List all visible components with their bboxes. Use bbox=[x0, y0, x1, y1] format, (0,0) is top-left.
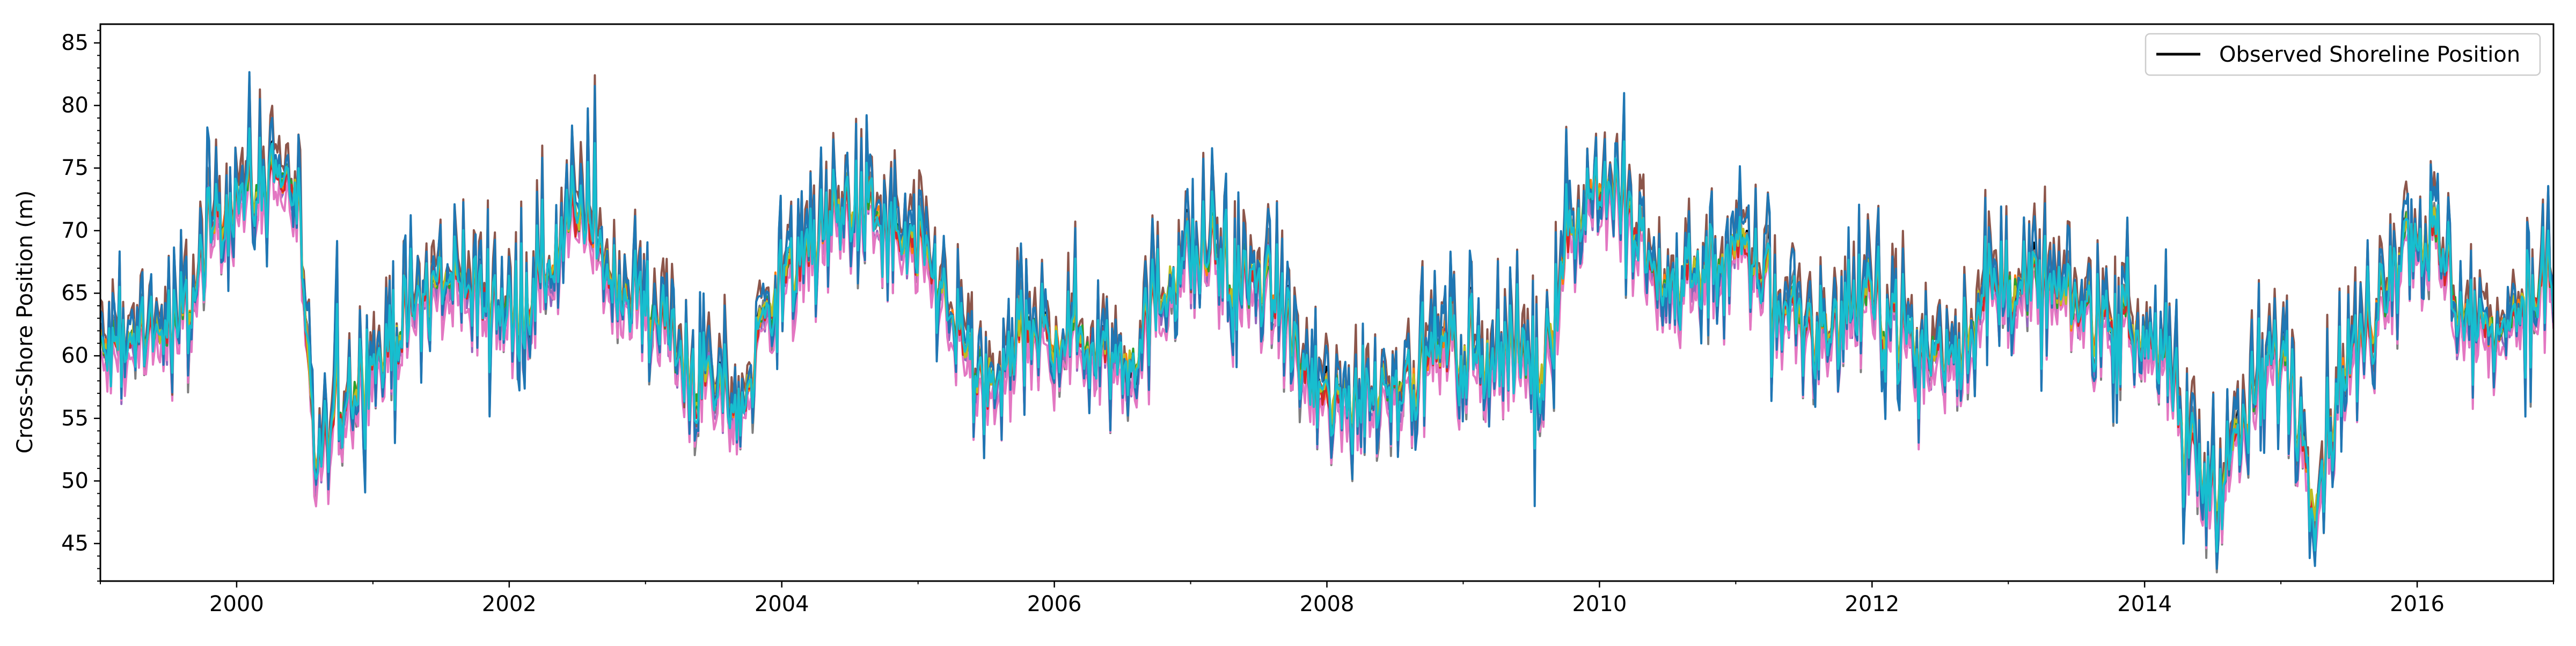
y-tick-label: 65 bbox=[61, 281, 89, 306]
x-tick-label: 2014 bbox=[2117, 592, 2172, 616]
axes-layer: 45 50 55 60 65 70 75 80 85 2000 2002 2004 2006 2008 20… bbox=[61, 23, 2555, 616]
y-axis-label: Cross-Shore Position (m) bbox=[13, 190, 38, 454]
y-tick-label: 60 bbox=[61, 343, 89, 368]
x-tick-label: 2000 bbox=[209, 592, 264, 616]
model-series-line bbox=[100, 127, 2553, 553]
y-tick-label: 55 bbox=[61, 406, 89, 431]
legend-box bbox=[2145, 33, 2541, 76]
y-tick-label: 70 bbox=[61, 218, 89, 243]
y-tick-label: 80 bbox=[61, 93, 89, 118]
y-tick-label: 45 bbox=[61, 531, 89, 556]
x-tick-label: 2002 bbox=[482, 592, 537, 616]
x-tick-label: 2004 bbox=[755, 592, 809, 616]
series-layer bbox=[100, 71, 2553, 574]
x-tick-label: 2010 bbox=[1572, 592, 1627, 616]
x-tick-label: 2006 bbox=[1027, 592, 1082, 616]
plot-area bbox=[100, 71, 2553, 574]
x-tick-label: 2012 bbox=[1845, 592, 1899, 616]
x-tick-label: 2008 bbox=[1300, 592, 1355, 616]
y-tick-label: 50 bbox=[61, 468, 89, 493]
legend: Observed Shoreline Position bbox=[2145, 33, 2541, 76]
model-series-line bbox=[100, 71, 2553, 570]
y-tick-label: 75 bbox=[61, 156, 89, 180]
x-tick-label: 2016 bbox=[2390, 592, 2445, 616]
legend-entry-label: Observed Shoreline Position bbox=[2219, 42, 2520, 67]
y-tick-label: 85 bbox=[61, 31, 89, 55]
